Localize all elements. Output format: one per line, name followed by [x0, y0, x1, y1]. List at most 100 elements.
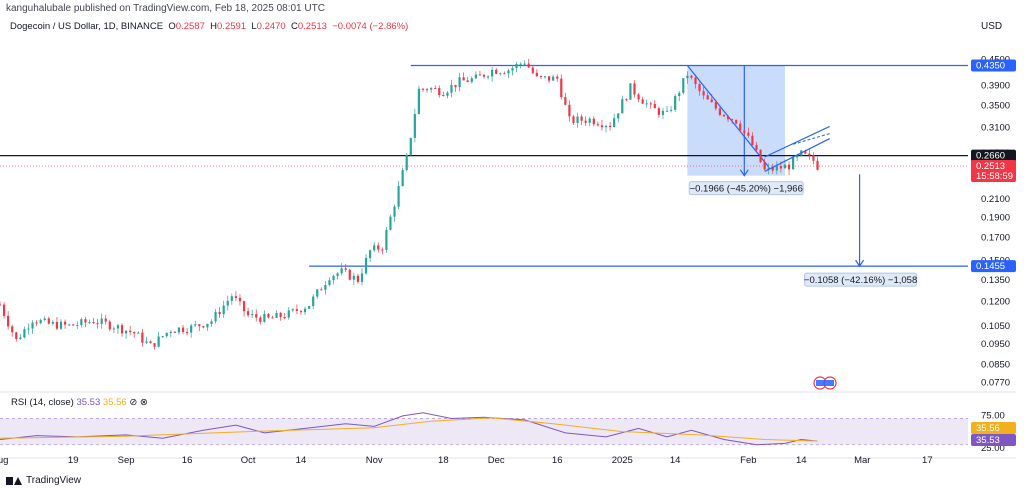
- candle-body: [0, 304, 2, 306]
- candle-body: [552, 76, 555, 81]
- high-label: H: [210, 21, 218, 32]
- level-badge-label: 0.1455: [976, 261, 1005, 272]
- horizontal-levels: [0, 64, 968, 267]
- candle-body: [198, 324, 201, 327]
- candle-body: [442, 95, 445, 97]
- candle-body: [434, 88, 437, 90]
- candles: [0, 58, 819, 350]
- flag-icon[interactable]: [813, 376, 837, 390]
- candle-body: [446, 92, 449, 96]
- candle-body: [295, 309, 299, 312]
- measure-label: −0.1966 (−45.20%) −1,966: [690, 184, 803, 195]
- candle-body: [466, 80, 469, 82]
- candle-body: [157, 336, 160, 347]
- candle-body: [210, 321, 213, 324]
- candle-body: [377, 245, 380, 250]
- candle-body: [804, 150, 807, 154]
- candle-body: [657, 108, 660, 115]
- candle-body: [19, 337, 22, 339]
- candle-body: [430, 88, 433, 90]
- price-tick-label: 0.1900: [981, 212, 1010, 223]
- candle-body: [759, 149, 762, 163]
- grid: [0, 391, 1016, 459]
- candle-body: [230, 296, 233, 301]
- candle-body: [621, 99, 624, 114]
- candle-body: [112, 328, 115, 330]
- candle-body: [275, 312, 278, 318]
- tradingview-brand[interactable]: TradingView: [6, 475, 81, 486]
- candle-body: [242, 301, 246, 312]
- candle-body: [173, 331, 176, 333]
- symbol-title: Dogecoin / US Dollar, 1D, BINANCE: [10, 21, 164, 32]
- time-tick-label: Feb: [740, 455, 756, 466]
- candle-body: [336, 273, 339, 276]
- publisher-info: kanguhalubale published on TradingView.c…: [6, 3, 325, 14]
- candle-body: [812, 155, 815, 161]
- candle-body: [600, 125, 604, 128]
- candle-body: [104, 318, 107, 322]
- candle-body: [596, 124, 599, 126]
- change-value: −0.0074 (−2.86%): [332, 21, 409, 32]
- price-tick-label: 0.0950: [981, 339, 1010, 350]
- brand-text: TradingView: [26, 475, 82, 486]
- candle-body: [694, 77, 697, 85]
- rsi-ma-value: 35.56: [102, 397, 127, 408]
- candle-body: [55, 322, 59, 329]
- candle-body: [35, 322, 38, 324]
- time-axis: Aug 19 Sep 16 Oct 14 Nov 18 Dec 16 2025 14 Feb 14 Mar 1…: [0, 455, 933, 466]
- close-value: 0.2513: [297, 21, 327, 32]
- rsi-badge: [971, 434, 1016, 446]
- candle-body: [364, 258, 368, 274]
- candle-body: [547, 76, 551, 81]
- candle-body: [96, 323, 99, 325]
- candle-body: [177, 327, 181, 333]
- candle-body: [669, 109, 673, 111]
- candle-body: [755, 144, 758, 150]
- rsi-badge-label: 35.56: [976, 423, 1000, 434]
- candle-body: [76, 324, 79, 326]
- candle-body: [409, 137, 412, 155]
- candle-body: [393, 206, 396, 217]
- candle-body: [608, 125, 612, 128]
- candle-body: [470, 78, 473, 82]
- candle-body: [458, 77, 461, 88]
- rsi-band: [0, 418, 968, 445]
- candle-body: [491, 69, 494, 77]
- level-badge: [971, 59, 1016, 72]
- countdown-label: 15:58:59: [976, 171, 1013, 182]
- level-badge-label: 0.2660: [976, 151, 1005, 162]
- candle-body: [218, 311, 221, 315]
- time-tick-label: 16: [182, 455, 193, 466]
- candle-body: [226, 300, 229, 306]
- candle-body: [735, 119, 738, 124]
- candle-body: [23, 329, 26, 338]
- rsi-legend[interactable]: RSI (14, close) 35.53 35.56 ⊘ ⊗: [11, 397, 148, 408]
- candle-body: [515, 63, 518, 69]
- candle-body: [653, 103, 656, 109]
- candle-body: [332, 275, 335, 281]
- rsi-tick-label: 25.00: [981, 443, 1005, 454]
- candle-body: [771, 167, 774, 171]
- candle-body: [100, 318, 103, 324]
- candle-body: [129, 330, 132, 332]
- candle-body: [397, 186, 400, 207]
- candle-body: [181, 327, 185, 332]
- candle-body: [478, 74, 482, 76]
- last-price-label: 0.2513: [976, 161, 1005, 172]
- candle-body: [698, 84, 701, 92]
- level-badge-label: 0.4350: [976, 61, 1005, 72]
- candle-body: [633, 83, 636, 95]
- currency-label[interactable]: USD: [981, 21, 1003, 32]
- rising-channel: [764, 125, 830, 172]
- rsi-badge-label: 35.53: [976, 435, 1000, 446]
- rsi-icons[interactable]: ⊘ ⊗: [129, 397, 148, 408]
- candle-body: [454, 84, 457, 88]
- candle-body: [259, 317, 262, 322]
- candle-body: [141, 332, 144, 343]
- rsi-ma-line: [0, 417, 818, 442]
- candle-body: [385, 229, 388, 250]
- candle-body: [381, 249, 384, 251]
- candle-body: [84, 319, 87, 323]
